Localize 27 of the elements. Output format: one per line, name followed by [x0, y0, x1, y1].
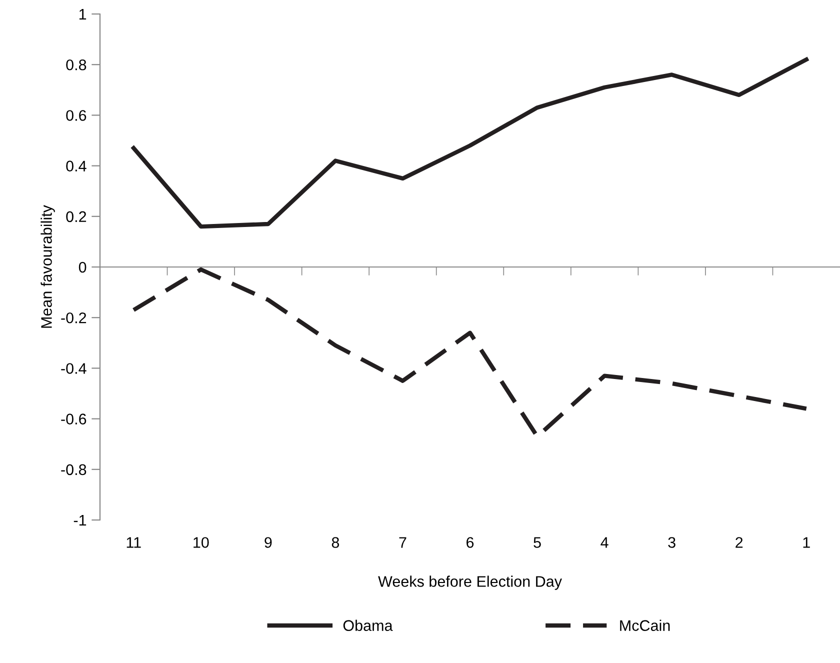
x-axis-title: Weeks before Election Day [378, 576, 562, 590]
y-tick-label: 0.4 [66, 160, 86, 172]
x-tick-label: 2 [736, 537, 743, 548]
x-tick-label: 4 [600, 537, 608, 548]
y-tick-label: -0.4 [61, 363, 86, 374]
y-tick-label: 0.2 [66, 211, 86, 222]
x-tick-label: 6 [466, 537, 474, 548]
line-series [132, 57, 808, 229]
y-tick-label: -0.2 [61, 312, 86, 324]
legend-label: Obama [343, 620, 393, 631]
x-tick-label: 10 [194, 537, 209, 548]
x-tick-label: 3 [668, 537, 676, 548]
y-tick-label: 0.8 [66, 59, 86, 70]
y-tick-label: -0.8 [61, 464, 86, 476]
y-tick-label: 0 [78, 262, 86, 273]
legend-label: McCain [620, 620, 670, 631]
x-tick-label: 11 [126, 537, 141, 548]
y-tick-label: 1 [79, 9, 86, 20]
x-tick-label: 5 [534, 537, 541, 548]
y-tick-label: -1 [74, 515, 86, 526]
y-tick-label: 0.6 [66, 110, 86, 121]
x-tick-label: 8 [332, 537, 340, 548]
x-tick-label: 7 [399, 537, 406, 548]
y-tick-label: -0.6 [61, 414, 86, 424]
x-tick-label: 9 [264, 537, 272, 548]
y-axis-title: Mean favourability [40, 205, 55, 328]
x-tick-label: 1 [803, 537, 810, 548]
